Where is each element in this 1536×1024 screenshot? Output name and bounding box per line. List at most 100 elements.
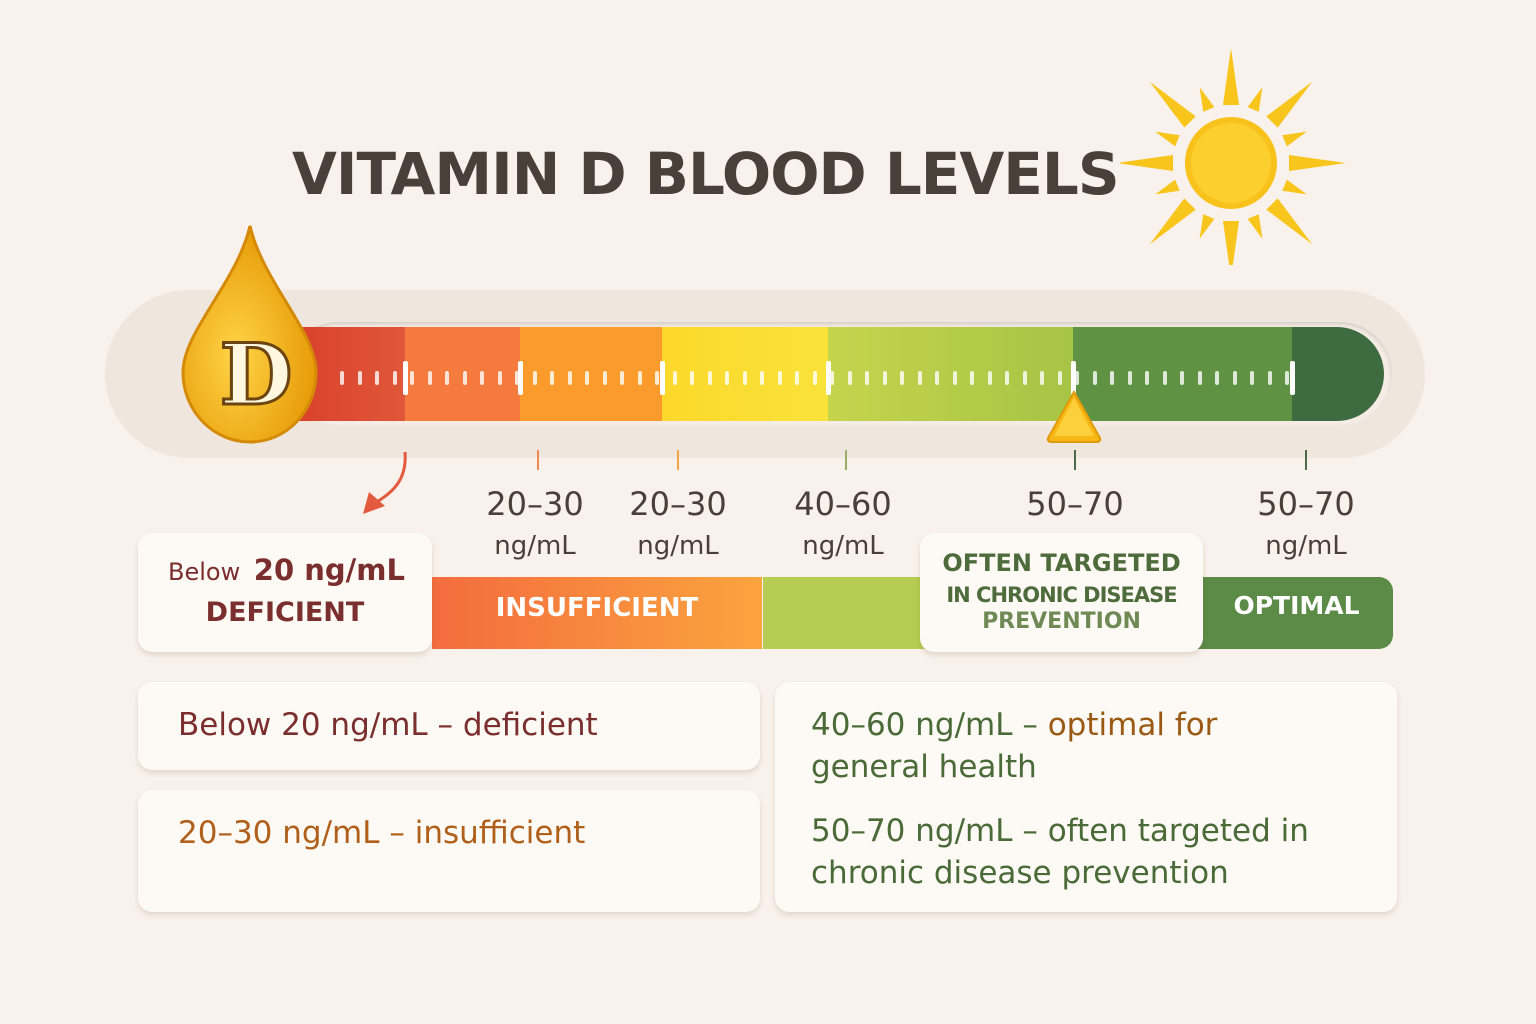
sun-icon [1120, 48, 1346, 265]
card-separator: – [379, 815, 415, 851]
gauge-tick [742, 371, 747, 385]
gauge-tick [777, 371, 782, 385]
gauge-tick [1180, 371, 1184, 385]
gauge-tick [690, 371, 694, 385]
gauge-tick [515, 371, 519, 385]
gauge-tick [1250, 371, 1254, 385]
gauge-tick [1040, 371, 1044, 385]
gauge-tick [707, 371, 712, 385]
sun-ray [1282, 131, 1307, 147]
gauge-tick [917, 371, 922, 385]
scale-label: 40–60 ng/mL [794, 485, 892, 561]
scale-tick [677, 450, 679, 470]
card-desc: insufficient [414, 815, 586, 851]
gauge-tick [882, 371, 887, 385]
gauge-major-tick [660, 361, 665, 395]
card-desc: optimal for [1047, 707, 1218, 743]
scale-tick [1305, 450, 1307, 470]
gauge-tick [1127, 371, 1132, 385]
gauge-tick [637, 371, 642, 385]
card-range: 50–70 ng/mL [811, 813, 1013, 849]
gauge-tick [1092, 371, 1097, 385]
sun-ray [1120, 155, 1173, 171]
insufficient-label: INSUFFICIENT [495, 593, 699, 623]
gauge-major-tick [518, 361, 523, 395]
sun-ray [1247, 87, 1263, 112]
gauge-tick [375, 371, 379, 385]
gauge-tick [865, 371, 869, 385]
targeted-box: OFTEN TARGETED IN CHRONIC DISEASE PREVEN… [920, 533, 1203, 652]
scale-label: 50–70 [1026, 485, 1124, 523]
gauge-tick [760, 371, 764, 385]
card-desc: deficient [462, 707, 598, 743]
sun-ray [1199, 87, 1215, 112]
scale-label: 20–30 ng/mL [629, 485, 727, 561]
scale-label: 50–70 ng/mL [1257, 485, 1355, 561]
gauge-tick [900, 371, 904, 385]
gauge-tick [1162, 371, 1167, 385]
sun-ray [1149, 81, 1196, 128]
gauge-tick [1267, 371, 1272, 385]
gauge-tick [672, 371, 677, 385]
gauge-major-tick [1290, 361, 1295, 395]
gauge-tick [462, 371, 467, 385]
gauge-tick [1197, 371, 1202, 385]
page-title: VITAMIN D BLOOD LEVELS [292, 140, 1120, 208]
gauge-major-tick [1071, 361, 1076, 395]
card-range: Below 20 ng/mL [178, 707, 428, 743]
gauge-tick [497, 371, 502, 385]
scale-tick [845, 450, 847, 470]
sun-ray [1266, 198, 1313, 245]
gauge-tick [1075, 371, 1079, 385]
gauge-tick [1022, 371, 1027, 385]
gauge-tick [445, 371, 449, 385]
gauge-tick [1005, 371, 1009, 385]
insufficient-band: INSUFFICIENT [432, 577, 762, 649]
sun-ray [1289, 155, 1346, 171]
card-desc: chronic disease prevention [811, 855, 1229, 891]
deficient-card: Below 20 ng/mL – deficient [138, 682, 760, 770]
gauge-tick [410, 371, 414, 385]
card-range: 40–60 ng/mL [811, 707, 1013, 743]
gauge-tick [1215, 371, 1219, 385]
gauge-tick [952, 371, 957, 385]
card-separator: – [1012, 813, 1048, 849]
sun-ray [1149, 198, 1196, 245]
gauge-tick [987, 371, 992, 385]
sun-ray [1223, 48, 1239, 105]
segment-darkgreen [1292, 327, 1384, 421]
gauge-tick [1232, 371, 1237, 385]
gauge-tick [847, 371, 852, 385]
optimal-card: 40–60 ng/mL – optimal for general health… [775, 682, 1397, 912]
gauge-tick [935, 371, 939, 385]
gauge-tick [725, 371, 729, 385]
targeted-line: OFTEN TARGETED [942, 549, 1181, 577]
gauge-tick [550, 371, 554, 385]
sun-ray [1223, 221, 1239, 265]
gauge-tick [795, 371, 799, 385]
deficient-label: DEFICIENT [205, 597, 365, 628]
card-separator: – [427, 707, 463, 743]
level-marker-icon [1046, 389, 1102, 443]
scale-tick [537, 450, 539, 470]
optimal-band: OPTIMAL [1190, 577, 1393, 649]
sun-ray [1155, 131, 1180, 147]
optimal-general-band [763, 577, 933, 649]
drop-letter: D [220, 325, 293, 424]
sun-ray [1199, 214, 1215, 239]
scale-label: 20–30 ng/mL [486, 485, 584, 561]
insufficient-card: 20–30 ng/mL – insufficient [138, 790, 760, 912]
gauge-tick [585, 371, 589, 385]
vitamin-d-drop-icon: D [181, 225, 318, 444]
gauge-tick [567, 371, 572, 385]
card-desc: often targeted in [1047, 813, 1309, 849]
gauge-tick [620, 371, 624, 385]
gauge-tick [1057, 371, 1062, 385]
gauge-tick [1145, 371, 1149, 385]
targeted-line: IN CHRONIC DISEASE [946, 583, 1177, 607]
sun-ray [1266, 81, 1313, 128]
sun-ray [1247, 214, 1263, 239]
gauge-major-tick [826, 361, 831, 395]
deficient-value: 20 ng/mL [253, 553, 405, 587]
sun-ray [1282, 179, 1307, 195]
